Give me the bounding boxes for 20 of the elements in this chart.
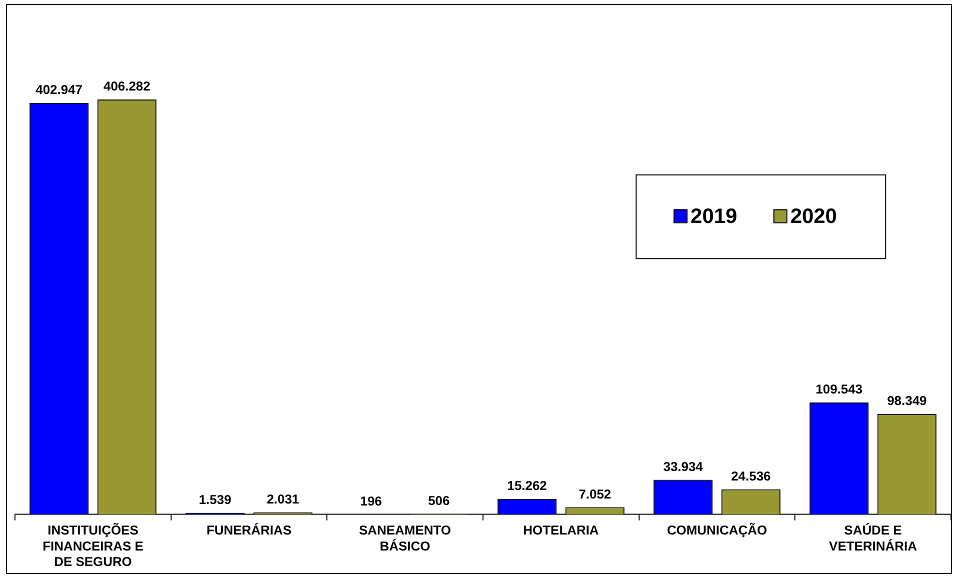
data-label: 1.539 — [198, 492, 232, 507]
legend-label: 2019 — [690, 205, 738, 228]
legend-label: 2020 — [790, 205, 837, 228]
x-tick-label: FUNERÁRIAS — [206, 522, 292, 538]
data-label: 15.262 — [507, 478, 547, 493]
data-label: 7.052 — [578, 486, 612, 502]
x-tick-label: SAÚDE E VETERINÁRIA — [829, 522, 918, 554]
x-tick-label: COMUNICAÇÃO — [666, 522, 768, 538]
data-label: 109.543 — [816, 382, 862, 397]
data-label: 506 — [428, 493, 450, 508]
x-tick-label: HOTELARIA — [523, 522, 600, 538]
data-label: 402.947 — [36, 82, 82, 97]
data-label: 196 — [360, 493, 382, 508]
data-label: 2.031 — [266, 491, 300, 506]
data-label: 98.349 — [887, 393, 927, 408]
data-label: 33.934 — [663, 458, 704, 474]
data-label: 24.536 — [731, 468, 771, 484]
x-tick-label: SANEAMENTO BÁSICO — [359, 522, 451, 554]
data-label: 406.282 — [103, 78, 150, 94]
x-tick-label: INSTITUIÇÕES FINANCEIRAS E DE SEGURO — [42, 522, 144, 569]
